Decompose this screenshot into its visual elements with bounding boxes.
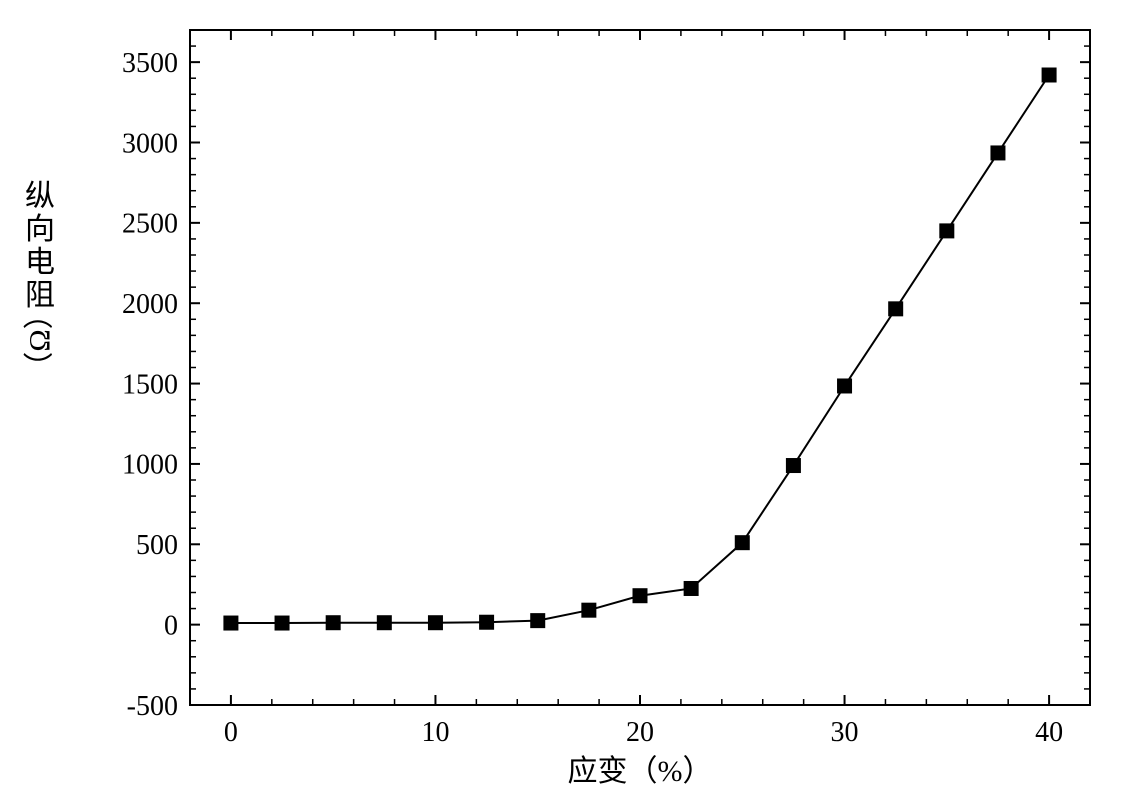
plot-area	[190, 30, 1090, 705]
y-axis-unit: （Ω）	[24, 299, 57, 381]
y-tick-label: 0	[164, 610, 178, 641]
x-tick-label: 30	[831, 717, 859, 748]
y-tick-label: 1000	[122, 450, 178, 481]
series-marker	[1042, 68, 1056, 82]
x-tick-label: 40	[1035, 717, 1063, 748]
series-marker	[480, 615, 494, 629]
y-axis-label: 纵 向 电 阻 （Ω）	[20, 180, 60, 369]
chart-container: 0 10 20 30 40 -500 0 500 1000 1500 2000 2500 3000 350…	[0, 0, 1134, 808]
series-marker	[275, 616, 289, 630]
series-marker	[377, 616, 391, 630]
series-marker	[633, 589, 647, 603]
x-axis-label: 应变（%）	[568, 755, 713, 788]
series-marker	[838, 379, 852, 393]
y-tick-label: 2500	[122, 209, 178, 240]
y-axis-label-char: 纵	[25, 180, 55, 213]
series-marker	[735, 536, 749, 550]
y-tick-label: 1500	[122, 369, 178, 400]
y-tick-label: 2000	[122, 289, 178, 320]
chart-svg: 0 10 20 30 40 -500 0 500 1000 1500 2000 2500 3000 350…	[0, 0, 1134, 808]
x-tick-label: 20	[626, 717, 654, 748]
x-tick-label: 0	[224, 717, 238, 748]
series-marker	[991, 146, 1005, 160]
x-tick-label: 10	[421, 717, 449, 748]
series-marker	[428, 616, 442, 630]
y-tick-label: -500	[127, 691, 178, 722]
series-marker	[531, 614, 545, 628]
series-marker	[224, 616, 238, 630]
y-tick-label: 3000	[122, 128, 178, 159]
series-marker	[940, 224, 954, 238]
y-tick-label: 3500	[122, 48, 178, 79]
series-marker	[684, 581, 698, 595]
y-axis-label-char: 电	[25, 246, 55, 279]
y-tick-label: 500	[136, 530, 178, 561]
y-axis-label-char: 向	[25, 213, 55, 246]
series-marker	[582, 603, 596, 617]
series-marker	[786, 459, 800, 473]
series-marker	[889, 302, 903, 316]
series-marker	[326, 616, 340, 630]
